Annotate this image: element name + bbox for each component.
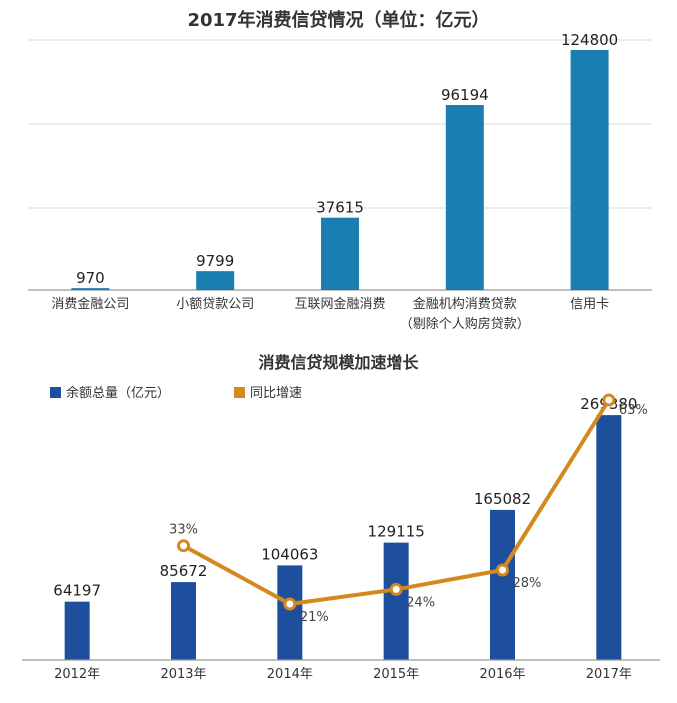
legend-swatch-growth	[234, 387, 245, 398]
chart-2-category-label-0: 2012年	[54, 667, 100, 682]
chart-2-value-labels: 64197 85672 104063 129115 165082 269380	[53, 395, 637, 600]
legend-label-balance: 余额总量（亿元）	[66, 385, 170, 401]
chart-1-bar-1	[196, 271, 235, 290]
chart-1-bars	[71, 50, 609, 291]
chart-1-category-label-4: 信用卡	[570, 297, 609, 312]
chart-1-value-label-1: 9799	[196, 252, 234, 270]
chart-2-value-label-0: 64197	[53, 582, 101, 600]
chart-2-growth-label-4: 28%	[513, 576, 542, 591]
chart-1-bar-3	[445, 105, 484, 290]
chart-2-bar-0	[64, 601, 90, 660]
chart-2-bar-2	[277, 565, 303, 660]
chart-1-bar-4	[570, 50, 609, 290]
chart-1-category-label-1: 小额贷款公司	[176, 297, 254, 312]
chart-1-category-label-2: 互联网金融消费	[294, 296, 385, 312]
chart-2-growth-label-3: 24%	[406, 595, 435, 610]
chart-2-bars	[64, 415, 622, 660]
chart-2-growth-label-2: 21%	[300, 610, 329, 625]
chart-2-growth-point-2	[283, 597, 297, 611]
chart-2-growth-label-5: 63%	[619, 403, 648, 418]
chart-2-legend: 余额总量（亿元） 同比增速	[50, 385, 302, 401]
chart-2-value-label-4: 165082	[474, 490, 531, 508]
chart-1-value-label-3: 96194	[441, 86, 489, 104]
chart-1-category-labels: 消费金融公司 小额贷款公司 互联网金融消费 金融机构消费贷款 （剔除个人购房贷款） 信用卡	[51, 296, 609, 332]
credit-2017-bar-chart: 970 9799 37615 96194 124800 消费金融公司 小额贷款公司 互联网金…	[28, 31, 652, 332]
chart-2-growth-point-4	[496, 563, 509, 577]
chart-2-category-labels: 2012年 2013年 2014年 2015年 2016年 2017年	[22, 659, 660, 682]
chart-2-growth-label-1: 33%	[169, 523, 198, 538]
chart-2-growth-line: 33% 21% 24% 28% 63%	[169, 393, 648, 625]
chart-2-value-label-5: 269380	[580, 395, 637, 413]
chart-2-bar-4	[490, 509, 515, 660]
chart-1-category-sublabel-3: （剔除个人购房贷款）	[400, 316, 530, 332]
chart-1-value-label-0: 970	[76, 269, 105, 287]
chart-2-value-label-1: 85672	[160, 562, 208, 580]
legend-swatch-balance	[50, 387, 61, 398]
chart-2-category-label-1: 2013年	[160, 667, 206, 682]
chart-1-bar-0	[71, 288, 110, 291]
chart-2-growth-point-5	[602, 393, 616, 407]
chart-1-category-label-0: 消费金融公司	[51, 296, 129, 312]
chart-1-value-label-2: 37615	[316, 199, 364, 217]
chart-2-value-label-2: 104063	[261, 545, 318, 563]
chart-2-category-label-2: 2014年	[267, 667, 313, 682]
chart-2-bar-1	[171, 582, 196, 660]
chart-2-growth-point-1	[177, 539, 190, 553]
chart-1-bar-2	[321, 217, 359, 290]
chart-2-bar-3	[383, 542, 409, 660]
chart-2-title: 消费信贷规模加速增长	[258, 353, 419, 372]
chart-2-growth-polyline	[182, 398, 611, 606]
chart-2-growth-point-3	[389, 582, 403, 596]
chart-2-value-label-3: 129115	[368, 523, 425, 541]
chart-2-bar-5	[596, 415, 622, 660]
chart-1-category-label-3: 金融机构消费贷款	[413, 296, 517, 312]
chart-1-title: 2017年消费信贷情况（单位：亿元）	[187, 10, 490, 31]
chart-1-value-label-4: 124800	[561, 31, 618, 49]
chart-2-category-label-4: 2016年	[479, 667, 525, 682]
chart-1-value-labels: 970 9799 37615 96194 124800	[76, 31, 618, 287]
chart-2-category-label-5: 2017年	[586, 667, 632, 682]
legend-label-growth: 同比增速	[250, 386, 302, 401]
chart-2-category-label-3: 2015年	[373, 667, 419, 682]
